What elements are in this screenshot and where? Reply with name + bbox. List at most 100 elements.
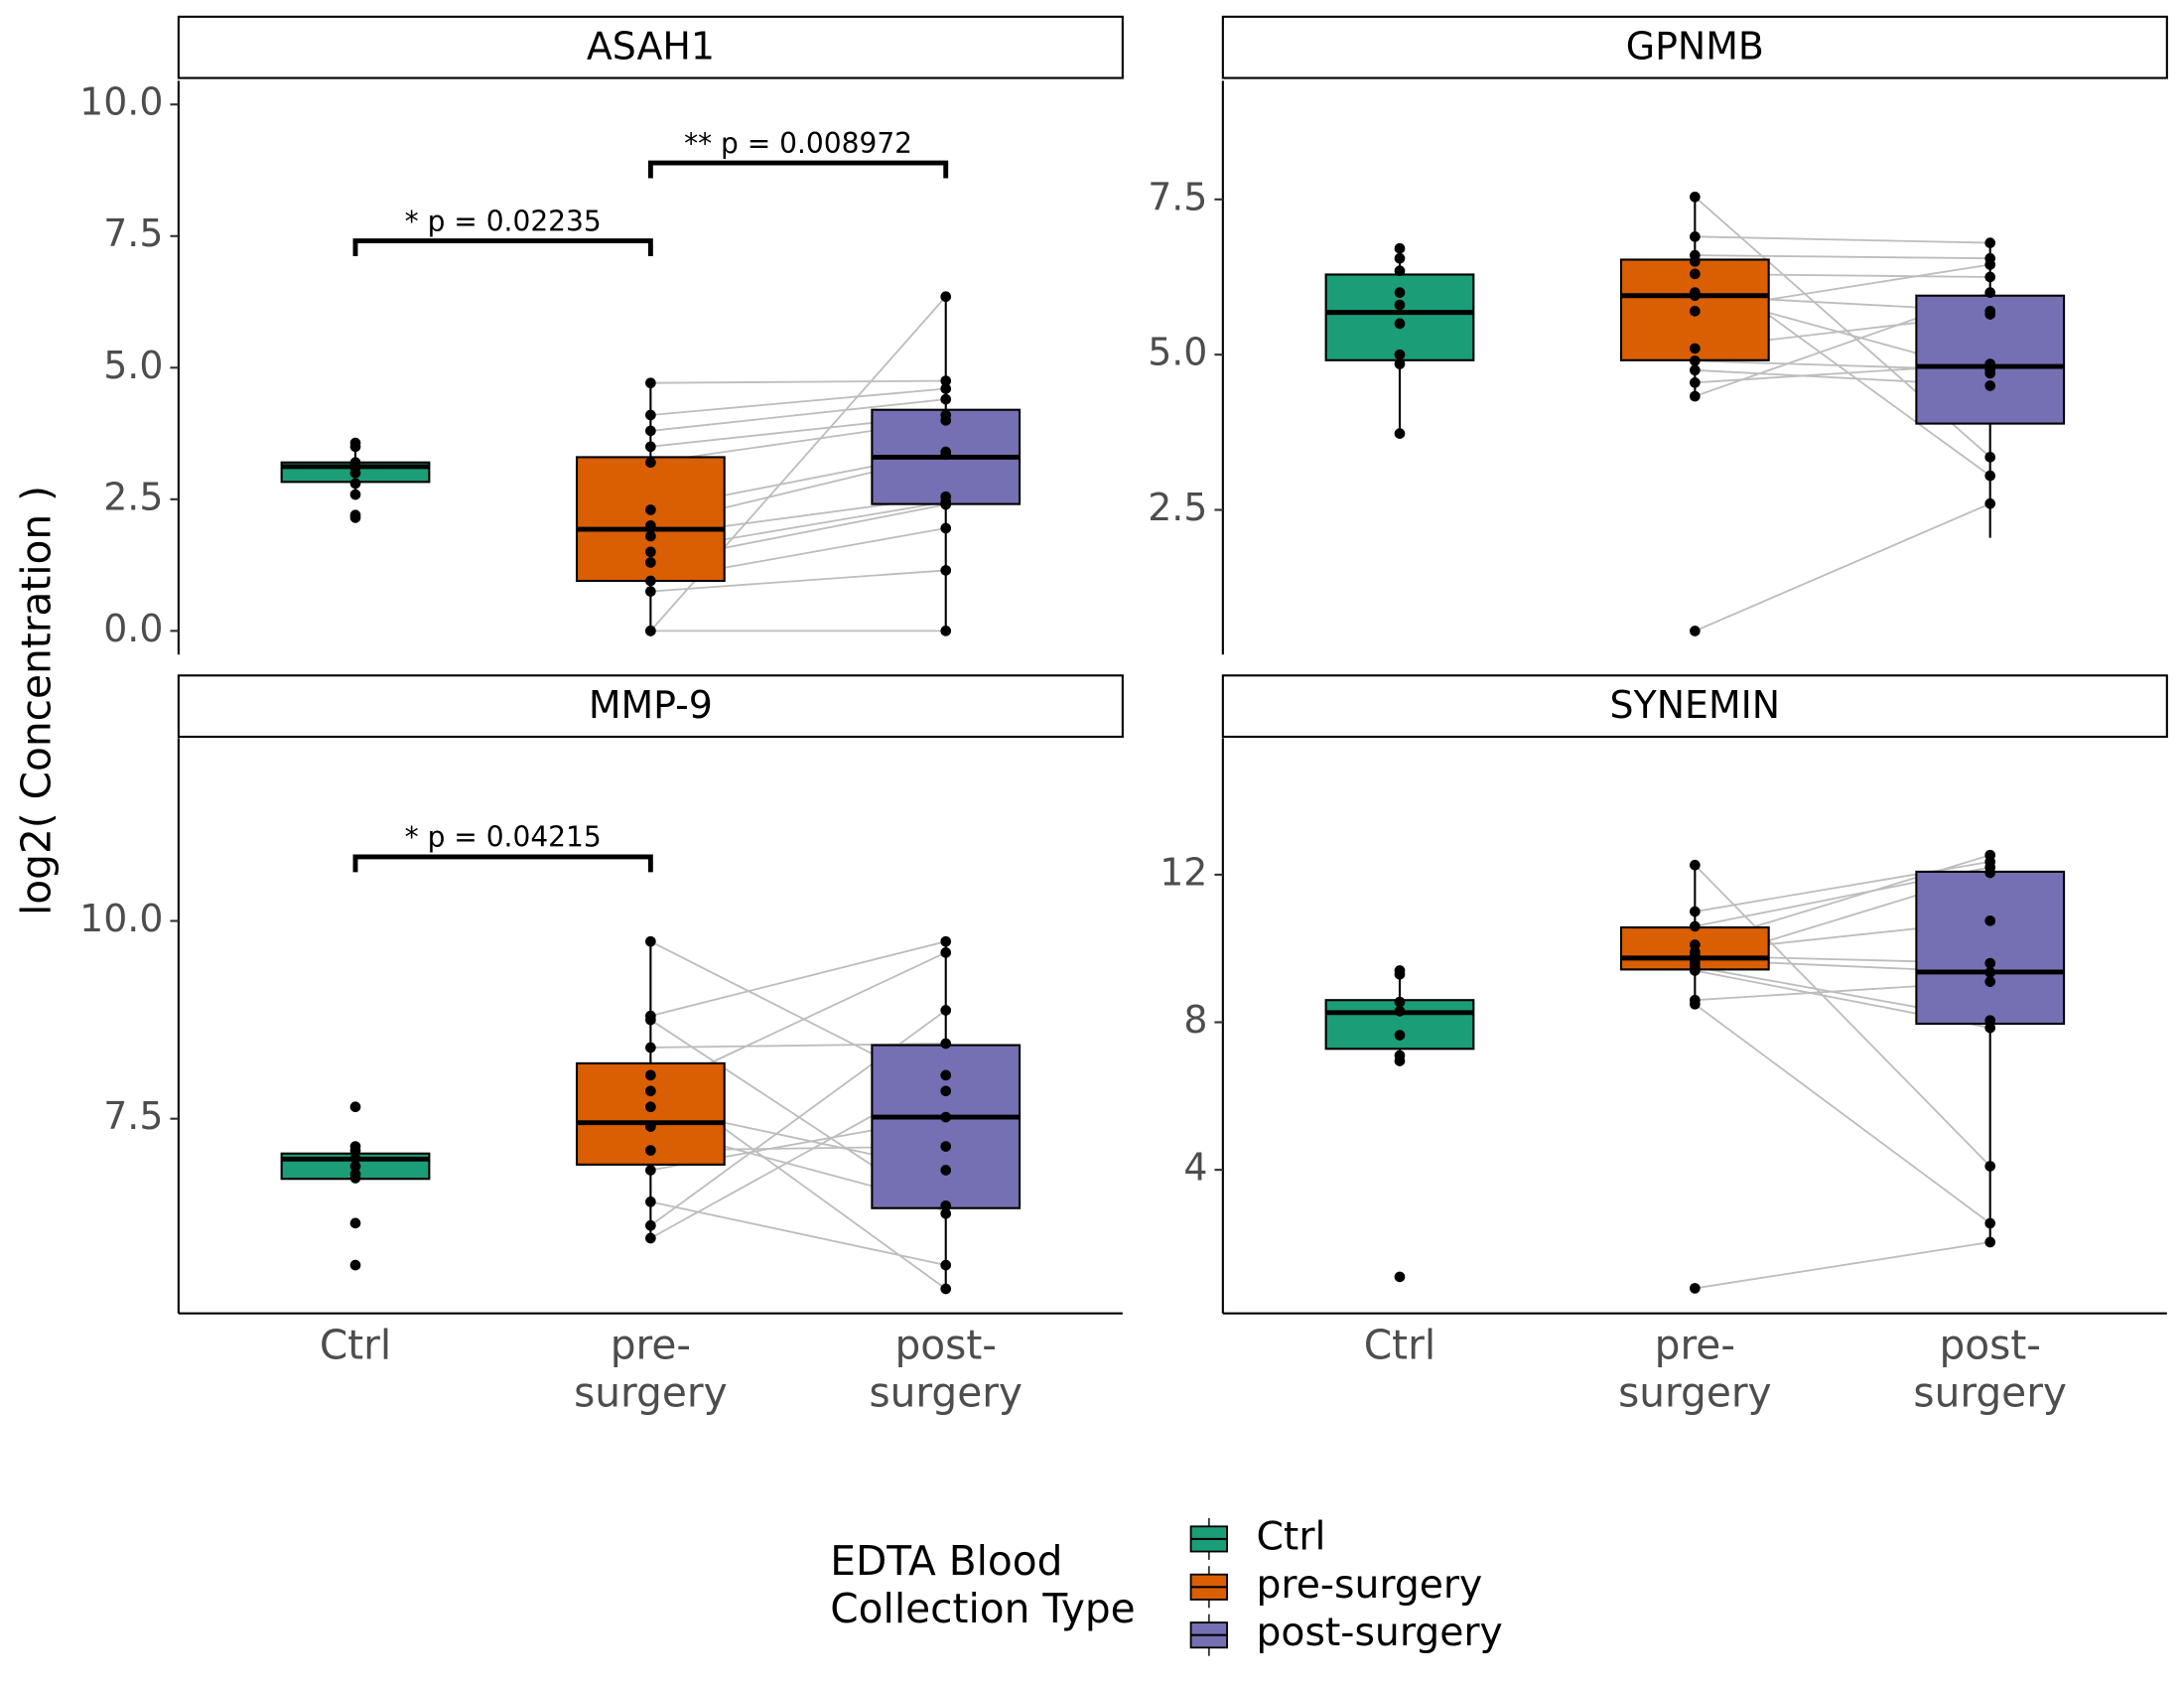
y-tick-label: 5.0 xyxy=(1148,331,1207,374)
point xyxy=(645,1121,656,1132)
point xyxy=(940,1165,952,1176)
pair-line xyxy=(650,569,946,593)
point xyxy=(940,1038,952,1050)
point xyxy=(1690,306,1701,317)
point xyxy=(1690,268,1701,280)
point xyxy=(940,1207,952,1219)
point xyxy=(1394,252,1406,264)
point xyxy=(1984,358,1996,369)
x-tick-label: post-surgery xyxy=(1913,1322,2067,1417)
legend-title: EDTA Blood Collection Type xyxy=(830,1537,1135,1632)
pair-line xyxy=(650,398,946,432)
y-tick-label: 10.0 xyxy=(79,80,163,124)
significance-bracket xyxy=(352,854,653,873)
box xyxy=(871,1044,1022,1209)
point xyxy=(1690,906,1701,917)
point xyxy=(940,291,952,303)
legend-label: pre-surgery xyxy=(1257,1563,1483,1608)
point xyxy=(645,1219,656,1231)
point xyxy=(940,935,952,947)
point xyxy=(940,414,952,426)
pair-line xyxy=(650,379,946,384)
legend-label: Ctrl xyxy=(1257,1514,1326,1559)
y-tick-label: 7.5 xyxy=(1148,175,1207,218)
point xyxy=(940,1259,952,1271)
point xyxy=(349,1101,361,1113)
point xyxy=(645,441,656,453)
point xyxy=(1394,1006,1406,1017)
point xyxy=(940,565,952,576)
pair-line xyxy=(1694,1003,1991,1224)
point xyxy=(645,530,656,542)
point xyxy=(1690,191,1701,203)
point xyxy=(1394,996,1406,1008)
point xyxy=(1984,976,1996,987)
box xyxy=(1915,870,2066,1026)
point xyxy=(1690,939,1701,950)
point xyxy=(349,512,361,523)
point xyxy=(1690,1283,1701,1294)
point xyxy=(1690,343,1701,354)
point xyxy=(1984,380,1996,391)
point xyxy=(645,409,656,421)
point xyxy=(645,935,656,947)
point xyxy=(1984,1022,1996,1034)
point xyxy=(1690,376,1701,388)
point xyxy=(349,1217,361,1229)
point xyxy=(1984,452,1996,463)
point xyxy=(940,1141,952,1152)
point xyxy=(1984,915,1996,926)
panel-title: SYNEMIN xyxy=(1610,683,1781,727)
point xyxy=(1690,998,1701,1010)
point xyxy=(940,1283,952,1295)
significance-label: * p = 0.04215 xyxy=(405,821,602,854)
point xyxy=(1394,428,1406,439)
point xyxy=(1984,271,1996,283)
point xyxy=(1394,287,1406,298)
point xyxy=(349,1153,361,1164)
y-tick-label: 0.0 xyxy=(103,607,163,650)
panel-title: GPNMB xyxy=(1626,25,1764,69)
point xyxy=(940,1085,952,1097)
significance-label: * p = 0.02235 xyxy=(405,205,602,237)
point xyxy=(1394,358,1406,369)
point xyxy=(940,383,952,394)
point xyxy=(349,1145,361,1156)
point xyxy=(1394,265,1406,277)
point xyxy=(645,1014,656,1026)
point xyxy=(940,1069,952,1081)
legend-label: post-surgery xyxy=(1257,1611,1503,1655)
point xyxy=(1984,1217,1996,1229)
point xyxy=(645,425,656,437)
point xyxy=(645,1042,656,1054)
point xyxy=(1394,968,1406,980)
x-tick-label: pre-surgery xyxy=(574,1322,728,1417)
y-tick-label: 5.0 xyxy=(103,344,163,387)
pair-line xyxy=(1695,235,1990,244)
point xyxy=(1984,287,1996,298)
point xyxy=(349,468,361,479)
point xyxy=(940,1111,952,1123)
point xyxy=(1690,390,1701,402)
x-tick-label: Ctrl xyxy=(1364,1322,1435,1369)
point xyxy=(1690,626,1701,636)
point xyxy=(940,375,952,386)
pair-line xyxy=(1694,502,1991,633)
point xyxy=(1984,470,1996,482)
point xyxy=(940,498,952,510)
significance-label: ** p = 0.008972 xyxy=(684,127,912,160)
point xyxy=(940,393,952,405)
point xyxy=(1690,231,1701,242)
point xyxy=(349,1259,361,1271)
point xyxy=(645,1069,656,1081)
point xyxy=(1394,299,1406,311)
point xyxy=(1984,237,1996,248)
point xyxy=(645,377,656,389)
point xyxy=(1984,849,1996,861)
point xyxy=(1984,867,1996,879)
strip xyxy=(177,15,1124,79)
point xyxy=(940,1199,952,1211)
pair-line xyxy=(1694,864,1991,1168)
point xyxy=(1984,967,1996,978)
